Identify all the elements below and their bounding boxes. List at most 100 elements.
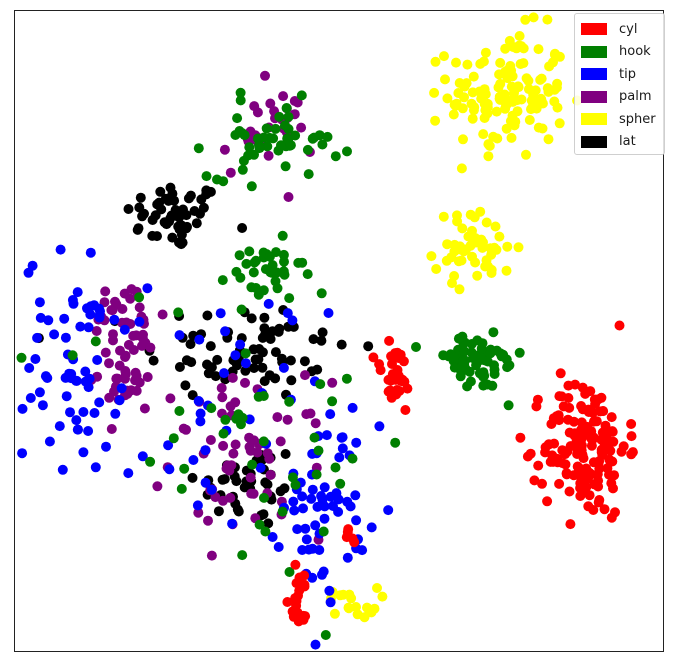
point-hook — [489, 369, 500, 379]
point-lat — [257, 362, 268, 373]
point-tip — [163, 440, 174, 451]
point-palm — [227, 372, 238, 383]
point-tip — [328, 501, 338, 511]
point-tip — [60, 332, 71, 343]
point-spher — [513, 242, 524, 253]
point-cyl — [585, 386, 596, 397]
point-spher — [491, 106, 502, 117]
point-tip — [78, 407, 89, 417]
point-spher — [479, 84, 490, 95]
point-cyl — [540, 447, 551, 458]
point-spher — [516, 94, 527, 105]
point-lat — [286, 375, 297, 386]
series-tip — [17, 244, 394, 650]
point-tip — [235, 339, 246, 350]
point-tip — [23, 267, 34, 278]
point-tip — [89, 408, 100, 418]
point-hook — [232, 113, 243, 124]
point-cyl — [577, 382, 588, 393]
legend-label-hook: hook — [619, 44, 651, 60]
point-tip — [90, 462, 101, 473]
point-hook — [474, 368, 485, 379]
point-cyl — [342, 527, 353, 537]
point-lat — [195, 208, 205, 219]
point-tip — [200, 477, 211, 488]
point-tip — [292, 524, 303, 535]
point-hook — [313, 445, 324, 456]
point-palm — [217, 392, 228, 403]
point-hook — [318, 526, 329, 537]
point-tip — [321, 430, 332, 441]
point-cyl — [298, 614, 309, 625]
point-lat — [308, 334, 319, 345]
point-tip — [383, 505, 394, 516]
point-cyl — [599, 504, 610, 515]
point-cyl — [299, 570, 310, 581]
series-hook — [16, 87, 525, 640]
point-palm — [218, 495, 228, 506]
point-tip — [334, 452, 345, 463]
point-spher — [495, 57, 506, 68]
point-spher — [506, 132, 517, 143]
point-tip — [94, 312, 105, 323]
point-lat — [191, 218, 202, 229]
point-tip — [307, 484, 318, 495]
point-spher — [475, 206, 486, 217]
point-palm — [248, 488, 259, 499]
point-palm — [119, 288, 130, 299]
point-hook — [478, 380, 489, 391]
legend-entry-hook: hook — [581, 41, 658, 64]
point-spher — [505, 61, 516, 71]
point-hook — [261, 123, 272, 134]
point-palm — [249, 101, 260, 112]
point-tip — [73, 424, 83, 435]
point-tip — [195, 416, 206, 427]
point-hook — [317, 139, 328, 150]
point-spher — [456, 163, 467, 174]
point-hook — [145, 456, 156, 467]
point-spher — [463, 231, 474, 242]
point-spher — [501, 123, 512, 134]
point-hook — [67, 350, 78, 361]
point-tip — [57, 464, 68, 475]
point-tip — [44, 436, 55, 447]
point-tip — [325, 597, 336, 608]
point-palm — [289, 96, 300, 106]
point-lat — [219, 474, 230, 485]
point-tip — [297, 491, 308, 502]
point-tip — [37, 400, 48, 411]
point-lat — [173, 221, 184, 232]
point-hook — [241, 258, 252, 269]
point-spher — [548, 57, 558, 68]
legend-label-palm: palm — [619, 89, 652, 105]
legend-swatch-palm — [581, 90, 607, 103]
point-hook — [284, 293, 295, 304]
point-spher — [426, 251, 437, 262]
point-cyl — [554, 391, 565, 402]
point-cyl — [626, 431, 637, 442]
point-hook — [303, 169, 314, 180]
point-tip — [134, 316, 145, 327]
point-palm — [134, 302, 145, 313]
point-lat — [185, 190, 196, 201]
point-hook — [327, 396, 338, 407]
point-lat — [203, 368, 214, 379]
point-hook — [244, 246, 255, 257]
point-hook — [496, 351, 507, 362]
legend-swatch-hook — [581, 45, 607, 58]
point-tip — [110, 408, 121, 419]
point-hook — [390, 437, 401, 448]
point-palm — [111, 373, 122, 384]
point-palm — [115, 345, 125, 356]
point-spher — [507, 96, 518, 107]
point-lat — [133, 223, 144, 234]
point-cyl — [529, 475, 540, 486]
point-cyl — [374, 359, 385, 370]
point-cyl — [564, 486, 575, 497]
point-hook — [16, 352, 27, 363]
point-tip — [342, 552, 353, 563]
point-tip — [195, 408, 206, 419]
point-tip — [230, 350, 241, 361]
point-spher — [430, 56, 441, 67]
point-palm — [106, 424, 117, 434]
